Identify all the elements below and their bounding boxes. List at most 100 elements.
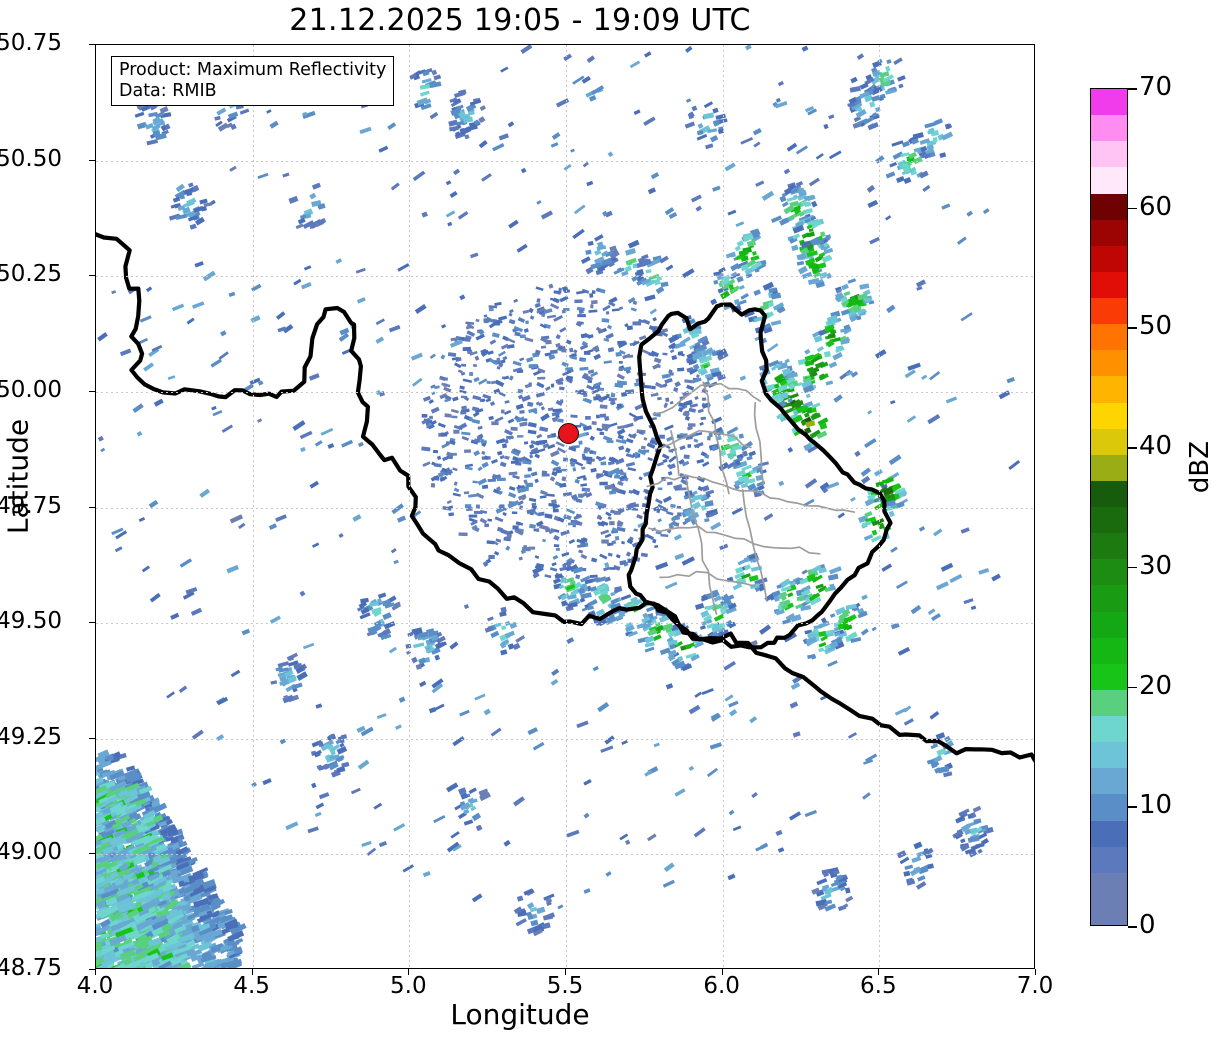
radar-echo-pixel <box>847 732 857 739</box>
radar-echo-pixel <box>133 952 146 962</box>
radar-echo-pixel <box>101 836 113 845</box>
radar-echo-pixel <box>220 914 234 923</box>
radar-echo-pixel <box>809 236 820 245</box>
radar-echo-pixel <box>496 477 506 482</box>
radar-echo-pixel <box>589 435 596 441</box>
radar-echo-pixel <box>859 283 870 290</box>
radar-echo-pixel <box>805 420 816 428</box>
radar-echo-pixel <box>388 324 401 333</box>
radar-echo-pixel <box>753 141 761 148</box>
radar-echo-pixel <box>497 350 506 357</box>
radar-echo-pixel <box>625 453 635 459</box>
radar-echo-pixel <box>149 592 161 603</box>
radar-echo-pixel <box>633 109 641 116</box>
radar-echo-pixel <box>716 348 727 358</box>
radar-echo-pixel <box>815 152 824 160</box>
radar-echo-pixel <box>525 482 534 488</box>
radar-echo-pixel <box>145 286 153 293</box>
radar-echo-pixel <box>519 334 526 339</box>
radar-echo-pixel <box>679 433 688 437</box>
radar-echo-pixel <box>703 101 714 109</box>
gridline-horizontal <box>96 738 1034 740</box>
radar-echo-pixel <box>719 290 731 300</box>
radar-echo-pixel <box>339 327 350 336</box>
radar-echo-pixel <box>661 328 669 333</box>
radar-echo-pixel <box>581 358 586 362</box>
radar-echo-pixel <box>524 474 531 478</box>
radar-echo-pixel <box>473 364 478 368</box>
radar-echo-pixel <box>524 383 532 389</box>
radar-echo-pixel <box>822 487 829 494</box>
radar-echo-pixel <box>711 371 722 378</box>
radar-echo-pixel <box>689 344 696 350</box>
radar-echo-pixel <box>142 809 156 821</box>
radar-echo-pixel <box>741 573 751 580</box>
radar-echo-pixel <box>871 519 881 527</box>
radar-echo-pixel <box>791 244 799 252</box>
radar-echo-pixel <box>215 120 223 128</box>
radar-echo-pixel <box>398 696 406 703</box>
radar-echo-pixel <box>472 395 482 401</box>
radar-echo-pixel <box>667 631 675 638</box>
radar-echo-pixel <box>582 161 589 168</box>
gridline-vertical <box>409 45 411 968</box>
radar-echo-pixel <box>535 391 545 398</box>
radar-echo-pixel <box>151 344 163 353</box>
radar-echo-pixel <box>803 194 815 202</box>
radar-echo-pixel <box>960 838 966 844</box>
radar-echo-pixel <box>582 425 592 431</box>
radar-echo-pixel <box>582 537 588 542</box>
radar-echo-pixel <box>151 917 170 931</box>
colorbar-band <box>1091 742 1127 769</box>
radar-echo-pixel <box>688 765 695 772</box>
radar-echo-pixel <box>422 461 431 467</box>
radar-echo-pixel <box>743 564 752 571</box>
radar-echo-pixel <box>459 294 466 301</box>
radar-echo-pixel <box>471 524 478 531</box>
radar-echo-pixel <box>183 200 194 208</box>
radar-echo-pixel <box>790 614 802 623</box>
radar-echo-pixel <box>111 527 124 536</box>
radar-site-marker[interactable] <box>558 423 580 445</box>
radar-echo-pixel <box>444 394 452 402</box>
radar-echo-pixel <box>561 468 568 472</box>
radar-echo-pixel <box>872 112 878 118</box>
radar-echo-pixel <box>632 340 640 347</box>
radar-echo-pixel <box>690 653 700 662</box>
colorbar-band <box>1091 480 1127 507</box>
radar-echo-pixel <box>160 952 174 961</box>
radar-echo-pixel <box>677 406 684 413</box>
radar-echo-pixel <box>302 111 308 117</box>
radar-echo-pixel <box>105 788 120 799</box>
radar-echo-pixel <box>139 846 157 856</box>
radar-echo-pixel <box>446 499 452 505</box>
radar-echo-pixel <box>678 459 685 465</box>
radar-echo-pixel <box>817 585 828 593</box>
radar-echo-pixel <box>788 383 796 390</box>
radar-echo-pixel <box>507 121 515 128</box>
radar-echo-pixel <box>837 618 845 624</box>
radar-echo-pixel <box>888 454 902 466</box>
radar-echo-pixel <box>427 422 432 427</box>
radar-echo-pixel <box>791 414 803 424</box>
radar-echo-pixel <box>200 891 211 898</box>
radar-echo-pixel <box>140 944 157 955</box>
radar-echo-pixel <box>481 461 489 469</box>
radar-echo-pixel <box>452 98 461 104</box>
radar-echo-pixel <box>642 624 652 632</box>
radar-echo-pixel <box>434 642 443 650</box>
radar-echo-pixel <box>576 290 586 295</box>
radar-echo-pixel <box>369 601 379 607</box>
radar-echo-pixel <box>548 528 555 535</box>
radar-echo-pixel <box>581 288 590 294</box>
colorbar[interactable] <box>1090 88 1128 926</box>
radar-echo-pixel <box>548 503 558 507</box>
radar-echo-pixel <box>204 960 217 968</box>
radar-echo-pixel <box>390 547 397 554</box>
radar-echo-pixel <box>506 344 515 349</box>
map-plot-area[interactable]: Product: Maximum Reflectivity Data: RMIB <box>95 44 1035 969</box>
radar-echo-pixel <box>477 477 488 486</box>
radar-echo-pixel <box>610 597 620 606</box>
radar-echo-pixel <box>592 665 599 672</box>
radar-echo-pixel <box>615 351 622 357</box>
